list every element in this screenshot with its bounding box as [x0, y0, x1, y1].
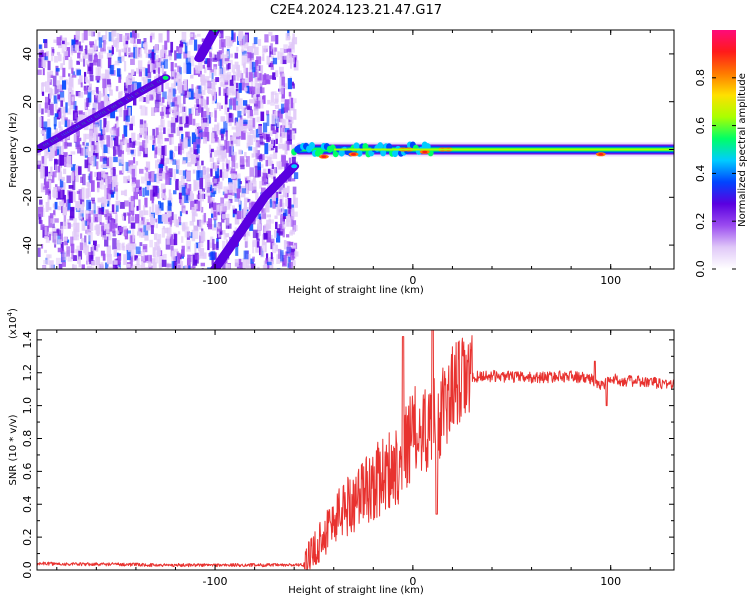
snr-ytick-label: 0.2: [21, 528, 34, 546]
spectrogram-ytick-label: -40: [21, 236, 34, 254]
snr-xtick-label: 100: [600, 575, 621, 588]
spectrogram-panel: -100 0 100 -40 -20 0 20 40 Height of straight l…: [8, 29, 675, 296]
colorbar: 0.0 0.2 0.4 0.6 0.8 Normalized spectral ampl…: [694, 30, 748, 278]
colorbar-tick-label: 0.6: [694, 117, 707, 135]
snr-xtick-label: -100: [203, 575, 228, 588]
colorbar-ticks: 0.0 0.2 0.4 0.6 0.8: [694, 69, 736, 278]
spectrogram-ytick-label: -20: [21, 188, 34, 206]
snr-ytick-label: 0.0: [21, 561, 34, 579]
spectrogram-xtick-label: -100: [203, 274, 228, 287]
colorbar-label: Normalized spectral amplitude: [737, 73, 748, 227]
spectrogram-ytick-label: 0: [21, 146, 34, 153]
spectrogram-ytick-label: 40: [21, 47, 34, 61]
chart-title: C2E4.2024.123.21.47.G17: [270, 3, 442, 18]
snr-series-line: [37, 330, 674, 570]
colorbar-tick-label: 0.0: [694, 260, 707, 278]
spectrogram-ylabel: Frequency (Hz): [8, 112, 19, 188]
spectrogram-ticks: -100 0 100 -40 -20 0 20 40: [21, 30, 674, 287]
snr-ytick-label: 1.4: [21, 331, 34, 349]
spectrogram-ytick-label: 20: [21, 95, 34, 109]
spectrogram-xtick-label: 0: [409, 274, 416, 287]
spectrogram-xtick-label: 100: [600, 274, 621, 287]
colorbar-bar: [712, 30, 736, 269]
snr-multiplier: (x104): [6, 308, 19, 339]
colorbar-tick-label: 0.2: [694, 212, 707, 230]
snr-xlabel: Height of straight line (km): [288, 585, 424, 596]
colorbar-tick-label: 0.4: [694, 165, 707, 183]
snr-ytick-label: 1.0: [21, 397, 34, 415]
snr-panel: -100 0 100 0.0 0.2 0.4 0.6 0.8 1.0 1.2 1.4 Height …: [6, 308, 675, 596]
spectrogram-image: [37, 30, 674, 269]
snr-ticks: -100 0 100 0.0 0.2 0.4 0.6 0.8 1.0 1.2 1.4: [21, 330, 674, 588]
spectrogram-xlabel: Height of straight line (km): [288, 285, 424, 296]
colorbar-tick-label: 0.8: [694, 69, 707, 87]
snr-ytick-label: 0.8: [21, 430, 34, 448]
snr-ytick-label: 1.2: [21, 364, 34, 382]
snr-ylabel: SNR (10 * v/v): [8, 414, 19, 485]
snr-frame: [36, 329, 675, 571]
snr-xtick-label: 0: [409, 575, 416, 588]
snr-ytick-label: 0.6: [21, 463, 34, 481]
snr-ytick-label: 0.4: [21, 495, 34, 513]
